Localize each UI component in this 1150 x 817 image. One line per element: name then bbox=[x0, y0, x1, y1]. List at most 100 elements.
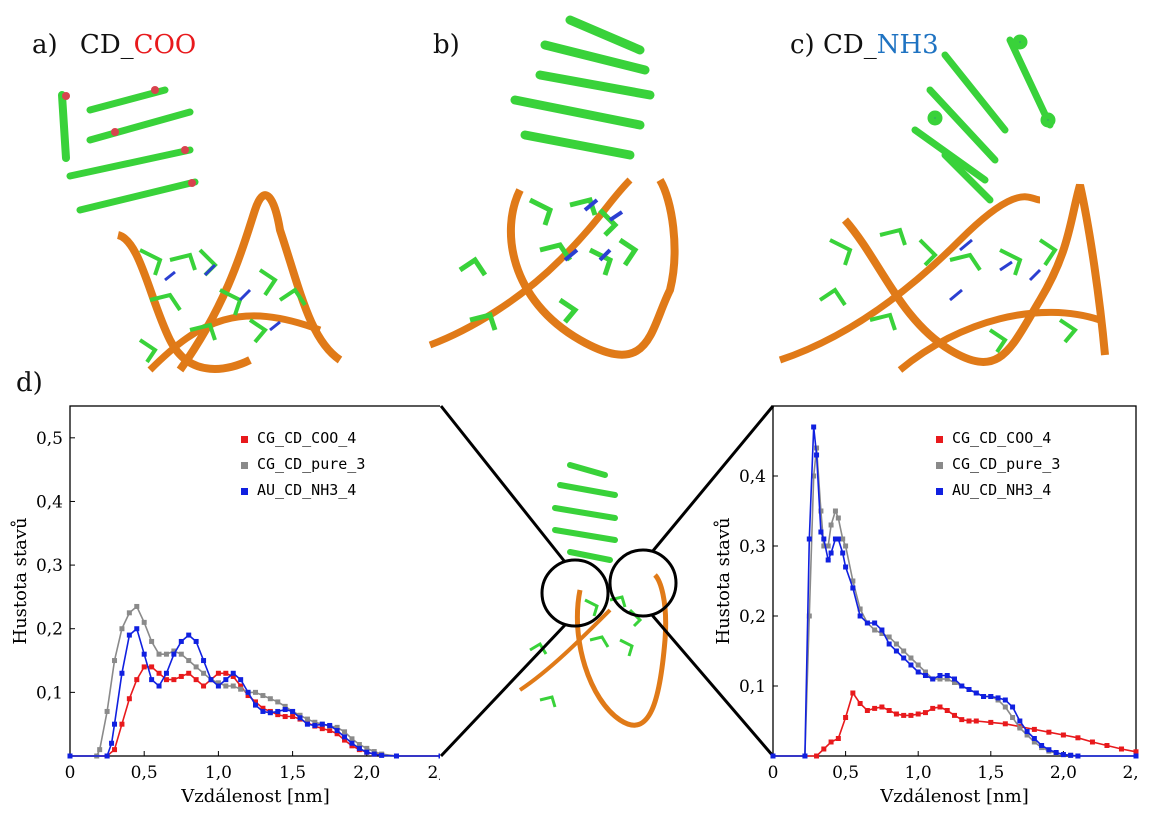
data-point bbox=[988, 694, 994, 699]
data-point bbox=[922, 669, 928, 675]
data-point bbox=[1133, 749, 1139, 755]
data-point bbox=[886, 634, 892, 640]
data-point bbox=[1089, 739, 1095, 745]
data-point bbox=[840, 550, 846, 556]
data-point bbox=[1002, 697, 1008, 703]
data-point bbox=[908, 662, 914, 668]
data-point bbox=[201, 658, 207, 664]
rna-helix-a bbox=[116, 191, 343, 373]
data-point bbox=[908, 655, 914, 661]
data-point bbox=[915, 662, 921, 668]
data-point bbox=[1053, 750, 1059, 755]
chart-right: 0 0,5 1,0 1,5 2,0 2,5 0,1 0,2 0,3 0,4 Vzdálenost [… bbox=[712, 405, 1140, 807]
data-point bbox=[163, 651, 169, 657]
data-point bbox=[1104, 743, 1110, 748]
y-axis-label: Hustota stavů bbox=[712, 517, 734, 644]
data-point bbox=[821, 536, 827, 542]
data-point bbox=[260, 708, 266, 714]
series-line-1 bbox=[70, 605, 440, 757]
data-point bbox=[1002, 704, 1008, 710]
data-point bbox=[334, 731, 340, 737]
data-point bbox=[126, 610, 132, 616]
legend-marker bbox=[936, 436, 943, 443]
rna-helix-b bbox=[428, 177, 679, 359]
data-point bbox=[342, 737, 348, 743]
y-tick-label: 0,1 bbox=[36, 683, 63, 703]
data-point bbox=[843, 564, 849, 570]
data-point bbox=[238, 677, 244, 683]
data-point bbox=[843, 715, 849, 720]
x-tick-label: 1,0 bbox=[905, 763, 932, 783]
data-point bbox=[952, 676, 957, 682]
data-point bbox=[811, 424, 817, 430]
data-point bbox=[171, 677, 177, 683]
data-point bbox=[901, 648, 907, 654]
plot-frame bbox=[69, 405, 440, 757]
y-tick-label: 0,3 bbox=[739, 537, 766, 557]
data-point bbox=[995, 695, 1001, 701]
y-axis-label: Hustota stavů bbox=[9, 517, 31, 644]
data-point bbox=[230, 673, 236, 679]
data-point bbox=[149, 638, 155, 644]
data-point bbox=[356, 745, 362, 751]
data-point bbox=[134, 677, 140, 683]
data-point bbox=[275, 712, 281, 718]
data-point bbox=[163, 670, 169, 676]
x-tick-label: 1,0 bbox=[205, 763, 232, 783]
data-point bbox=[973, 718, 979, 724]
data-point bbox=[156, 683, 162, 689]
data-point bbox=[879, 627, 885, 633]
x-tick-label: 1,5 bbox=[977, 763, 1004, 783]
data-point bbox=[201, 670, 207, 676]
data-point bbox=[193, 664, 199, 670]
data-point bbox=[104, 753, 110, 759]
data-point bbox=[282, 714, 288, 720]
data-point bbox=[988, 719, 994, 725]
data-point bbox=[814, 452, 820, 458]
panel-a-label: a) CD_COO bbox=[32, 30, 196, 60]
data-point bbox=[1017, 725, 1023, 731]
x-tick-label: 2,0 bbox=[353, 763, 380, 783]
data-point bbox=[850, 690, 856, 696]
data-point bbox=[193, 638, 199, 644]
data-point bbox=[1024, 729, 1030, 734]
data-point bbox=[835, 736, 841, 741]
legend-marker bbox=[241, 436, 248, 443]
x-tick-label: 2,5 bbox=[1122, 763, 1140, 783]
data-point bbox=[267, 710, 273, 716]
data-point bbox=[364, 745, 370, 751]
data-point bbox=[840, 536, 846, 542]
data-point bbox=[334, 728, 340, 734]
data-point bbox=[171, 648, 177, 654]
data-point bbox=[178, 673, 184, 679]
panel-c-suffix: NH3 bbox=[876, 30, 939, 60]
legend-label: CG_CD_COO_4 bbox=[257, 429, 356, 447]
data-point bbox=[857, 701, 863, 706]
series-line-0 bbox=[773, 691, 1137, 757]
data-point bbox=[119, 626, 125, 632]
data-point bbox=[850, 578, 856, 584]
data-point bbox=[109, 740, 115, 746]
data-point bbox=[937, 676, 943, 682]
data-point bbox=[828, 550, 834, 556]
data-point bbox=[327, 722, 333, 728]
data-point bbox=[334, 724, 340, 730]
data-point bbox=[1068, 752, 1074, 758]
data-point bbox=[835, 536, 841, 542]
data-point bbox=[843, 543, 849, 549]
data-point bbox=[134, 626, 140, 632]
data-point bbox=[811, 473, 817, 479]
data-point bbox=[770, 753, 776, 759]
data-point bbox=[253, 702, 258, 708]
data-point bbox=[178, 638, 184, 644]
cd-coo-stack bbox=[58, 86, 199, 214]
data-point bbox=[171, 651, 177, 657]
data-point bbox=[290, 708, 296, 714]
data-point bbox=[364, 749, 370, 755]
data-point bbox=[275, 708, 281, 714]
data-point bbox=[930, 705, 936, 711]
x-tick-label: 2,0 bbox=[1050, 763, 1077, 783]
x-tick-label: 0,5 bbox=[131, 763, 158, 783]
data-point bbox=[312, 719, 318, 725]
